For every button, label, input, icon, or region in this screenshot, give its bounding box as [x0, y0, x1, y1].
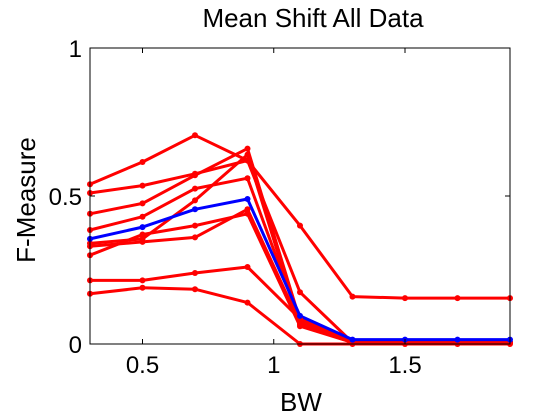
- series-8-point-4: [244, 264, 251, 270]
- x-axis-label: BW: [280, 387, 322, 417]
- y-tick-label-3: 1: [69, 36, 82, 63]
- series-1-point-5: [297, 222, 303, 229]
- series-3-point-2: [139, 200, 146, 207]
- series-4-point-2: [139, 213, 146, 220]
- series-8-point-3: [192, 270, 198, 276]
- series-8-point-2: [139, 277, 146, 284]
- series-7-point-4: [244, 210, 251, 217]
- series-6-point-2: [139, 238, 146, 245]
- series-10-point-2: [139, 224, 146, 231]
- x-tick-label-2: 1: [267, 352, 280, 379]
- series-6-point-4: [244, 206, 251, 213]
- series-1-point-3: [192, 132, 198, 139]
- series-9-point-3: [192, 286, 198, 293]
- series-10-point-4: [244, 196, 251, 202]
- series-1-point-7: [402, 295, 408, 302]
- series-9-point-2: [139, 284, 146, 291]
- series-9-point-4: [244, 299, 251, 306]
- chart-title: Mean Shift All Data: [202, 3, 424, 33]
- series-3-point-3: [192, 172, 198, 179]
- series-7-point-3: [192, 222, 198, 229]
- series-10-point-6: [349, 336, 356, 343]
- series-5-point-3: [192, 197, 198, 204]
- series-1-point-2: [139, 159, 146, 165]
- series-10-point-5: [297, 312, 303, 319]
- series-6-point-3: [192, 234, 198, 241]
- series-1-point-6: [349, 293, 356, 300]
- y-axis-label: F-Measure: [11, 137, 41, 263]
- series-7-point-5: [297, 323, 303, 330]
- series-10-point-8: [454, 336, 461, 343]
- series-1-point-8: [454, 295, 461, 302]
- series-5-point-4: [244, 151, 251, 158]
- series-3-point-4: [244, 145, 251, 152]
- series-7-point-2: [139, 231, 146, 238]
- series-4-point-4: [244, 175, 251, 182]
- series-10-point-3: [192, 206, 198, 213]
- y-tick-label-1: 0: [69, 332, 82, 359]
- plot-area: 0.5 1 1.5 0 0.5 1: [49, 36, 513, 379]
- x-tick-label-1: 0.5: [126, 352, 159, 379]
- series-2-point-2: [139, 182, 146, 189]
- series-4-point-3: [192, 185, 198, 192]
- series-2-point-5: [297, 289, 303, 296]
- y-tick-label-2: 0.5: [49, 184, 82, 211]
- x-tick-label-3: 1.5: [388, 352, 421, 379]
- series-2-point-4: [244, 157, 251, 164]
